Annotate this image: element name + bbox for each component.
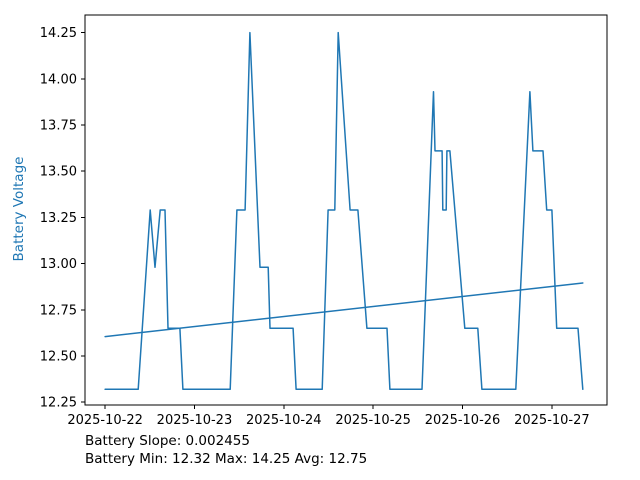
- y-tick-label: 13.25: [40, 211, 77, 226]
- y-tick-label: 13.00: [40, 257, 77, 272]
- y-tick-label: 13.75: [40, 118, 77, 133]
- x-tick-label: 2025-10-24: [246, 413, 322, 428]
- chart-footer-stats: Battery Slope: 0.002455 Battery Min: 12.…: [85, 433, 367, 468]
- x-tick-label: 2025-10-23: [157, 413, 233, 428]
- x-tick-label: 2025-10-26: [425, 413, 501, 428]
- y-tick-label: 14.00: [40, 72, 77, 87]
- stats-minmax-text: Battery Min: 12.32 Max: 14.25 Avg: 12.75: [85, 450, 368, 467]
- y-axis-label: Battery Voltage: [11, 156, 27, 262]
- trend-line: [104, 282, 584, 338]
- x-tick-label: 2025-10-27: [514, 413, 590, 428]
- battery-voltage-line: [104, 31, 584, 391]
- x-tick-label: 2025-10-25: [335, 413, 411, 428]
- stats-slope-text: Battery Slope: 0.002455: [85, 433, 250, 449]
- y-tick-label: 12.25: [40, 396, 77, 411]
- y-tick-label: 12.75: [40, 303, 77, 318]
- y-tick-label: 13.50: [40, 165, 77, 180]
- y-tick-label: 12.50: [40, 350, 77, 365]
- plot-spines: [84, 14, 608, 406]
- x-tick-label: 2025-10-22: [67, 413, 143, 428]
- y-tick-label: 14.25: [40, 26, 77, 41]
